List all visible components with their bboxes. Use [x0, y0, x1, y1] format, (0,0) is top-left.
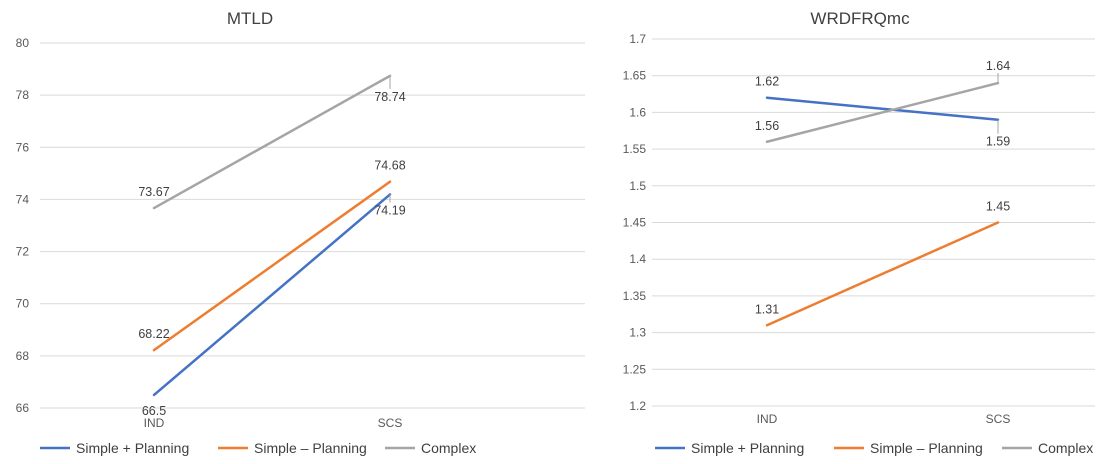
- y-tick-label: 1.25: [623, 362, 647, 376]
- data-label: 1.56: [755, 119, 779, 133]
- y-tick-label: 66: [16, 401, 30, 415]
- chart-title: MTLD: [227, 9, 273, 28]
- y-tick-label: 1.35: [623, 289, 647, 303]
- y-tick-label: 1.7: [629, 32, 646, 46]
- y-tick-label: 80: [16, 36, 30, 50]
- y-tick-label: 1.5: [629, 179, 646, 193]
- data-label: 1.59: [986, 135, 1010, 149]
- legend-label: Simple – Planning: [870, 440, 983, 456]
- x-tick-label: SCS: [986, 412, 1011, 426]
- y-tick-label: 78: [16, 88, 30, 102]
- x-tick-label: IND: [144, 416, 165, 430]
- data-label: 74.68: [374, 159, 405, 173]
- series-line-simple-planning: [152, 193, 392, 397]
- y-tick-label: 1.55: [623, 142, 647, 156]
- y-tick-label: 1.2: [629, 399, 646, 413]
- y-tick-label: 1.3: [629, 326, 646, 340]
- chart-title: WRDFRQmc: [810, 9, 910, 28]
- y-tick-label: 68: [16, 349, 30, 363]
- y-tick-label: 1.6: [629, 105, 646, 119]
- legend-label: Simple + Planning: [691, 440, 804, 456]
- series-line-complex: [152, 74, 392, 210]
- x-tick-label: SCS: [378, 416, 403, 430]
- legend-label: Simple – Planning: [254, 440, 367, 456]
- chart-0: MTLD 66 68 70 72 74 76 78 80 IND SCS 66.5 74.19 68.22…: [16, 9, 585, 456]
- y-tick-label: 72: [16, 245, 30, 259]
- data-label: 74.19: [374, 203, 405, 217]
- data-label: 78.74: [374, 90, 405, 104]
- chart-1: WRDFRQmc 1.2 1.25 1.3 1.35 1.4 1.45 1.5 1.55 1.6 1…: [623, 9, 1095, 456]
- data-label: 1.31: [755, 302, 779, 316]
- x-tick-label: IND: [757, 412, 778, 426]
- data-label: 1.62: [755, 75, 779, 89]
- data-label: 73.67: [138, 185, 169, 199]
- legend-label: Complex: [421, 440, 476, 456]
- y-tick-label: 1.4: [629, 252, 646, 266]
- y-tick-label: 1.65: [623, 69, 647, 83]
- series-line-simple-planning: [765, 96, 1000, 121]
- data-label: 1.45: [986, 200, 1010, 214]
- y-tick-label: 76: [16, 140, 30, 154]
- y-tick-label: 70: [16, 297, 30, 311]
- series-line-simple-planning: [152, 180, 392, 352]
- y-tick-label: 1.45: [623, 216, 647, 230]
- legend-label: Simple + Planning: [76, 440, 189, 456]
- series-line-simple-planning: [765, 221, 1000, 327]
- series-line-complex: [765, 81, 1000, 144]
- data-label: 66.5: [142, 404, 166, 418]
- legend-label: Complex: [1038, 440, 1093, 456]
- data-label: 1.64: [986, 59, 1010, 73]
- y-tick-label: 74: [16, 192, 30, 206]
- data-label: 68.22: [138, 327, 169, 341]
